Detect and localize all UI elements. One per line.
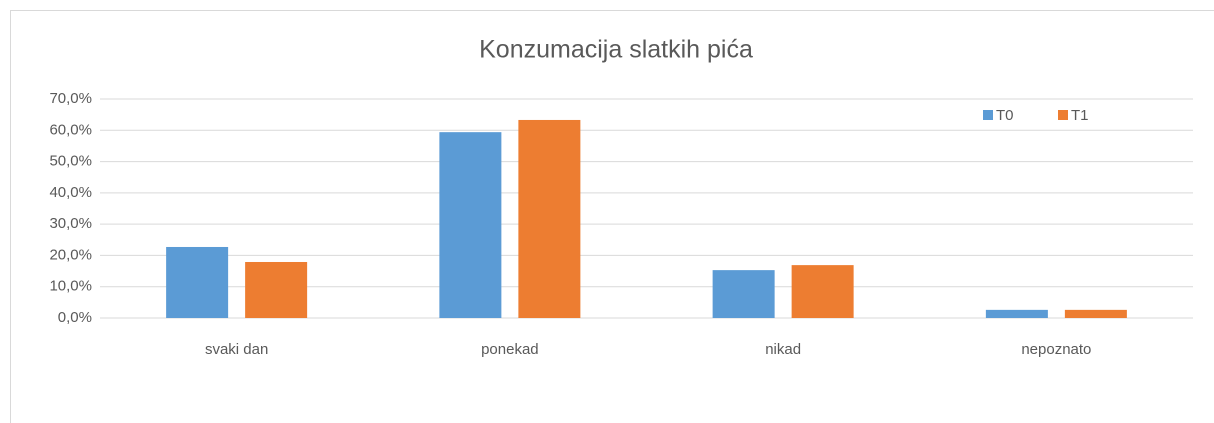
legend-label: T1 bbox=[1071, 107, 1089, 124]
bar bbox=[439, 132, 502, 318]
y-tick-label: 10,0% bbox=[49, 278, 92, 295]
y-tick-label: 40,0% bbox=[49, 184, 92, 201]
y-tick-label: 60,0% bbox=[49, 121, 92, 138]
y-tick-label: 20,0% bbox=[49, 246, 92, 263]
y-tick-label: 50,0% bbox=[49, 153, 92, 170]
x-tick-label: ponekad bbox=[481, 341, 539, 358]
y-tick-label: 30,0% bbox=[49, 215, 92, 232]
legend-label: T0 bbox=[996, 107, 1014, 124]
bar bbox=[245, 261, 308, 318]
bar bbox=[166, 246, 229, 318]
chart-border bbox=[10, 10, 1214, 423]
x-tick-label: nikad bbox=[765, 341, 801, 358]
bar bbox=[518, 119, 581, 318]
y-tick-label: 0,0% bbox=[58, 309, 92, 326]
bar bbox=[712, 270, 775, 318]
legend-swatch bbox=[1058, 110, 1068, 120]
x-tick-label: svaki dan bbox=[205, 341, 268, 358]
bar bbox=[1064, 309, 1127, 318]
chart-title: Konzumacija slatkih pića bbox=[479, 36, 753, 64]
bar bbox=[985, 309, 1048, 318]
bar bbox=[791, 265, 854, 318]
x-tick-label: nepoznato bbox=[1021, 341, 1091, 358]
y-tick-label: 70,0% bbox=[49, 90, 92, 107]
legend-swatch bbox=[983, 110, 993, 120]
